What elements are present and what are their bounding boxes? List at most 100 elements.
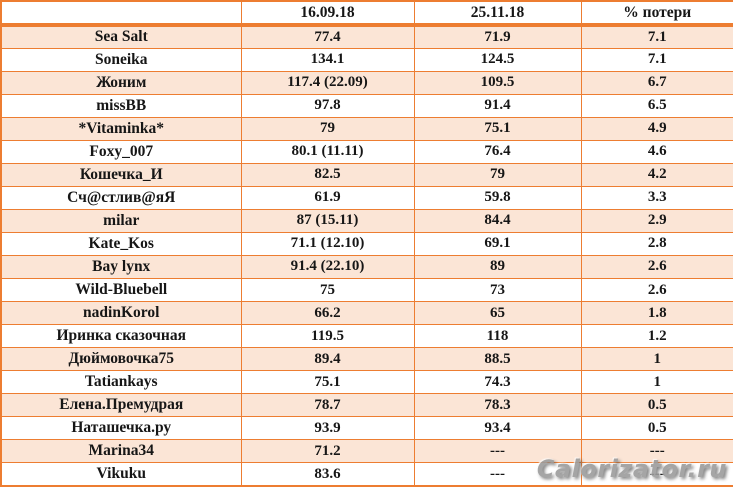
value-2511-cell: 74.3 — [413, 370, 582, 395]
value-2511-cell: 73 — [413, 278, 582, 303]
table-row: milar 87 (15.11) 84.4 2.9 — [0, 208, 733, 233]
value-1609-cell: 80.1 (11.11) — [240, 139, 415, 164]
loss-percent-cell: 2.6 — [580, 278, 733, 303]
loss-percent-cell: 2.6 — [580, 254, 733, 280]
value-2511-cell: 78.3 — [413, 393, 582, 418]
value-1609-cell: 75.1 — [240, 370, 415, 395]
participant-name-cell: Marina34 — [0, 439, 242, 464]
value-1609-cell: 91.4 (22.10) — [240, 254, 415, 280]
participant-name-cell: *Vitaminka* — [0, 116, 242, 141]
value-2511-cell: 75.1 — [413, 116, 582, 141]
value-1609-cell: 61.9 — [240, 185, 415, 210]
loss-percent-cell: 2.9 — [580, 208, 733, 233]
table-row: Кошечка_И 82.5 79 4.2 — [0, 162, 733, 187]
loss-percent-cell: 7.1 — [580, 47, 733, 72]
value-2511-cell: 93.4 — [413, 416, 582, 441]
participant-name-cell: Foxy_007 — [0, 139, 242, 164]
value-2511-cell: 84.4 — [413, 208, 582, 233]
value-1609-cell: 83.6 — [240, 462, 415, 487]
value-1609-cell: 77.4 — [240, 24, 415, 49]
participant-name-cell: Наташечка.ру — [0, 416, 242, 441]
table-row: missBB 97.8 91.4 6.5 — [0, 93, 733, 118]
value-2511-cell: 69.1 — [413, 231, 582, 256]
participant-name-cell: Sea Salt — [0, 24, 242, 49]
participant-name-cell: Иринка сказочная — [0, 324, 242, 349]
value-1609-cell: 134.1 — [240, 47, 415, 72]
table-row: Дюймовочка75 89.4 88.5 1 — [0, 347, 733, 372]
table-row: Soneika 134.1 124.5 7.1 — [0, 47, 733, 72]
value-1609-cell: 93.9 — [240, 416, 415, 441]
loss-percent-cell: 0.5 — [580, 393, 733, 418]
participant-name-cell: Жоним — [0, 70, 242, 95]
participant-name-cell: Сч@стлив@яЯ — [0, 185, 242, 210]
value-2511-cell: 65 — [413, 301, 582, 326]
participant-name-cell: nadinKorol — [0, 301, 242, 326]
loss-percent-cell: 1 — [580, 347, 733, 372]
table-row: Иринка сказочная 119.5 118 1.2 — [0, 324, 733, 349]
participant-name-cell: Wild-Bluebell — [0, 278, 242, 303]
value-2511-cell: 109.5 — [413, 70, 582, 95]
value-1609-cell: 71.2 — [240, 439, 415, 464]
participant-name-cell: milar — [0, 208, 242, 233]
table-row: Marina34 71.2 --- --- — [0, 439, 733, 464]
table-row: Wild-Bluebell 75 73 2.6 — [0, 278, 733, 303]
participant-name-cell: Елена.Премудрая — [0, 393, 242, 418]
table-row: Наташечка.ру 93.9 93.4 0.5 — [0, 416, 733, 441]
header-participant — [0, 0, 242, 27]
value-2511-cell: 89 — [413, 254, 582, 280]
participant-name-cell: Дюймовочка75 — [0, 347, 242, 372]
value-2511-cell: 118 — [413, 324, 582, 349]
participant-name-cell: missBB — [0, 93, 242, 118]
participant-name-cell: Kate_Kos — [0, 231, 242, 256]
value-1609-cell: 71.1 (12.10) — [240, 231, 415, 256]
loss-percent-cell: --- — [580, 462, 733, 487]
table-row: Сч@стлив@яЯ 61.9 59.8 3.3 — [0, 185, 733, 210]
header-row: 16.09.18 25.11.18 % потери — [0, 0, 733, 27]
loss-percent-cell: 4.6 — [580, 139, 733, 164]
value-2511-cell: --- — [413, 462, 582, 487]
participant-name-cell: Soneika — [0, 47, 242, 72]
table-row: Foxy_007 80.1 (11.11) 76.4 4.6 — [0, 139, 733, 164]
loss-percent-cell: 1.2 — [580, 324, 733, 349]
participant-name-cell: Tatiankays — [0, 370, 242, 395]
value-2511-cell: 59.8 — [413, 185, 582, 210]
value-1609-cell: 75 — [240, 278, 415, 303]
loss-percent-cell: 6.5 — [580, 93, 733, 118]
header-date-2511: 25.11.18 — [413, 0, 582, 27]
value-2511-cell: 91.4 — [413, 93, 582, 118]
loss-percent-cell: 3.3 — [580, 185, 733, 210]
table-body: Sea Salt 77.4 71.9 7.1 Soneika 134.1 124.5 7.1 Ж… — [0, 24, 733, 487]
loss-percent-cell: 7.1 — [580, 24, 733, 49]
loss-percent-cell: 1.8 — [580, 301, 733, 326]
loss-percent-cell: 0.5 — [580, 416, 733, 441]
table-row: Елена.Премудрая 78.7 78.3 0.5 — [0, 393, 733, 418]
loss-percent-cell: 1 — [580, 370, 733, 395]
table-row: Sea Salt 77.4 71.9 7.1 — [0, 24, 733, 49]
loss-percent-cell: 6.7 — [580, 70, 733, 95]
participant-name-cell: Кошечка_И — [0, 162, 242, 187]
value-2511-cell: 79 — [413, 162, 582, 187]
value-2511-cell: 71.9 — [413, 24, 582, 49]
loss-percent-cell: 4.9 — [580, 116, 733, 141]
table-header: 16.09.18 25.11.18 % потери — [0, 0, 733, 27]
header-date-1609: 16.09.18 — [240, 0, 415, 27]
value-1609-cell: 78.7 — [240, 393, 415, 418]
value-1609-cell: 87 (15.11) — [240, 208, 415, 233]
header-loss-percent: % потери — [580, 0, 733, 27]
participant-name-cell: Bay lynx — [0, 254, 242, 280]
value-2511-cell: 76.4 — [413, 139, 582, 164]
value-1609-cell: 82.5 — [240, 162, 415, 187]
loss-percent-cell: 4.2 — [580, 162, 733, 187]
participant-name-cell: Vikuku — [0, 462, 242, 487]
table-row: Kate_Kos 71.1 (12.10) 69.1 2.8 — [0, 231, 733, 256]
value-2511-cell: 88.5 — [413, 347, 582, 372]
table-row: Bay lynx 91.4 (22.10) 89 2.6 — [0, 254, 733, 280]
table-row: Tatiankays 75.1 74.3 1 — [0, 370, 733, 395]
table-row: Vikuku 83.6 --- --- — [0, 462, 733, 487]
value-2511-cell: --- — [413, 439, 582, 464]
value-1609-cell: 119.5 — [240, 324, 415, 349]
table-row: nadinKorol 66.2 65 1.8 — [0, 301, 733, 326]
table-row: *Vitaminka* 79 75.1 4.9 — [0, 116, 733, 141]
